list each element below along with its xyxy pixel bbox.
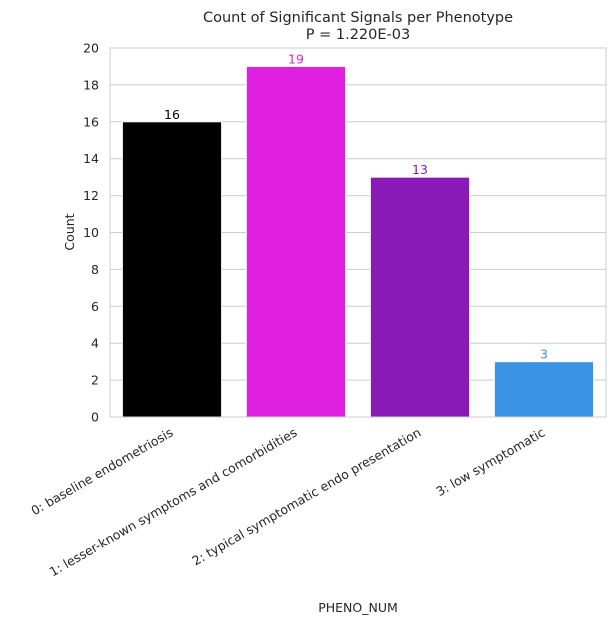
bars [121, 65, 595, 418]
y-tick-label: 4 [91, 336, 99, 351]
y-tick-label: 8 [91, 262, 99, 277]
plot-frame [109, 47, 607, 418]
chart-subtitle: P = 1.220E-03 [306, 27, 410, 43]
x-tick-label: 1: lesser-known symptoms and comorbiditi… [47, 425, 300, 580]
y-tick-label: 14 [83, 151, 99, 166]
x-tick-label: 3: low symptomatic [433, 425, 547, 500]
bar-value-labels: 16 19 13 3 [164, 51, 548, 361]
bar-value-label: 13 [412, 162, 428, 177]
y-tick-label: 2 [91, 373, 99, 388]
bar-value-label: 16 [164, 107, 180, 122]
y-axis-label: Count [62, 213, 77, 250]
y-tick-label: 18 [83, 77, 99, 92]
y-tick-label: 0 [91, 410, 99, 425]
bar [369, 176, 471, 418]
y-tick-label: 20 [83, 41, 99, 56]
y-tick-label: 12 [83, 188, 99, 203]
x-tick-label: 2: typical symptomatic endo presentation [189, 425, 423, 569]
bar [245, 65, 347, 418]
bar [121, 121, 223, 418]
bar [493, 361, 595, 418]
y-tick-label: 10 [83, 225, 99, 240]
y-tick-label: 16 [83, 114, 99, 129]
chart-title: Count of Significant Signals per Phenoty… [203, 10, 513, 26]
y-tick-label: 6 [91, 299, 99, 314]
bar-value-label: 3 [540, 347, 548, 362]
y-axis-ticks: 0 2 4 6 8 10 12 14 16 18 20 [83, 41, 99, 425]
x-axis-label: PHENO_NUM [318, 600, 398, 615]
bar-value-label: 19 [288, 51, 304, 66]
